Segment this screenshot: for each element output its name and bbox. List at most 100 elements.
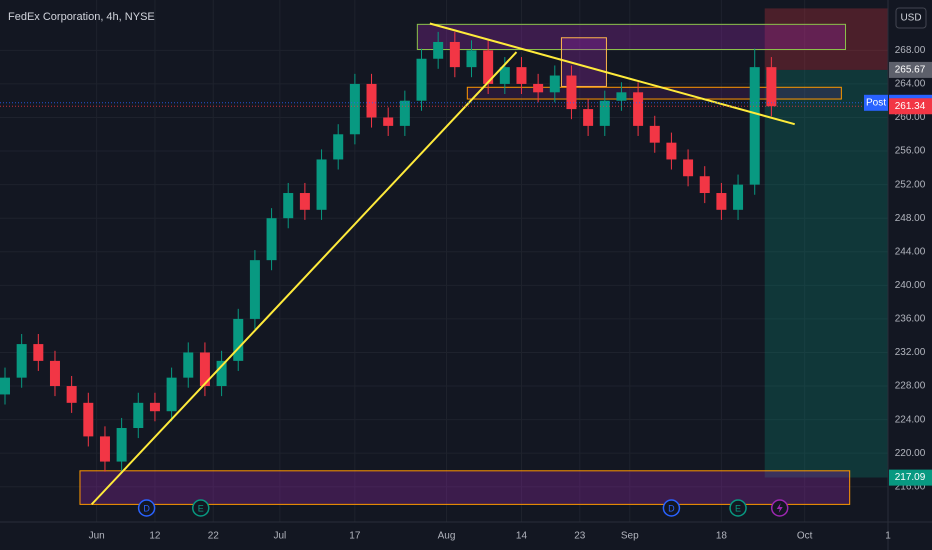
x-tick-label: Sep [621, 531, 639, 542]
candle-body [366, 83, 377, 118]
candle-body [749, 67, 760, 185]
price-badge [889, 469, 932, 486]
currency[interactable]: USD [900, 13, 921, 24]
y-tick-label: 240.00 [895, 280, 926, 291]
candle-body [499, 67, 510, 84]
candle-body [516, 67, 527, 84]
price-tag-label: Post [866, 97, 886, 108]
x-tick-label: Oct [797, 531, 813, 542]
candle-body [249, 260, 260, 319]
candle-body [299, 193, 310, 210]
y-tick-label: 224.00 [895, 414, 926, 425]
candle-body [716, 193, 727, 210]
price-badge [889, 61, 932, 78]
candle-body [33, 344, 44, 361]
x-tick-label: 12 [149, 531, 161, 542]
event-marker [729, 499, 747, 517]
candle-body [416, 58, 427, 101]
y-tick-label: 248.00 [895, 213, 926, 224]
event-marker [192, 499, 210, 517]
zone [466, 86, 842, 100]
y-tick-label: 232.00 [895, 347, 926, 358]
event-label: E [735, 503, 741, 513]
x-tick-label: Aug [438, 531, 456, 542]
candle-body [449, 41, 460, 68]
y-tick-label: 264.00 [895, 79, 926, 90]
candle-body [599, 100, 610, 126]
candle-body [683, 159, 694, 177]
candle-body [49, 360, 60, 387]
x-tick-label: 14 [516, 531, 528, 542]
x-tick-label: Jun [89, 531, 105, 542]
price-badge-label: 217.09 [895, 472, 926, 483]
candle-body [183, 352, 194, 378]
candle-body [433, 41, 444, 59]
candle-body [83, 402, 94, 437]
candle-body [566, 75, 577, 110]
candle-body [616, 92, 627, 101]
candle-body [549, 75, 560, 93]
candle-body [649, 125, 660, 143]
zone [416, 23, 847, 51]
event-label: D [668, 503, 675, 513]
event-marker [662, 499, 681, 517]
candle-body [266, 218, 277, 261]
trendline [90, 51, 518, 506]
candle-body [216, 360, 227, 387]
y-tick-label: 260.00 [895, 112, 926, 123]
candle-body [333, 134, 344, 160]
y-tick-label: 268.00 [895, 45, 926, 56]
event-label: D [143, 503, 150, 513]
y-tick-label: 252.00 [895, 179, 926, 190]
candle-body [116, 428, 127, 462]
candle-body [349, 83, 360, 135]
x-tick-label: 23 [574, 531, 586, 542]
candle-body [483, 50, 494, 84]
candle-body [733, 184, 744, 210]
zone [79, 470, 851, 505]
y-tick-label: 256.00 [895, 146, 926, 157]
candle-body [583, 109, 594, 126]
candle-body [233, 318, 244, 361]
candle-body [699, 176, 710, 194]
candle-body [99, 436, 110, 462]
candle-body [0, 377, 10, 395]
y-tick-label: 220.00 [895, 448, 926, 459]
candle-body [16, 344, 27, 378]
chart-title: FedEx Corporation, 4h, NYSE [8, 11, 155, 23]
candle-body [666, 142, 677, 160]
price-badge-label: 261.34 [895, 101, 926, 112]
candle-body [283, 193, 294, 219]
price-badge [889, 98, 932, 115]
grid [0, 0, 888, 522]
event-label: E [198, 503, 204, 513]
candle-body [133, 402, 144, 429]
candle-body [316, 159, 327, 210]
x-tick-label: 22 [208, 531, 220, 542]
candle-body [66, 386, 77, 403]
y-tick-label: 244.00 [895, 246, 926, 257]
x-tick-label: 17 [349, 531, 361, 542]
trendline [429, 22, 795, 126]
x-tick-label: 1 [885, 531, 891, 542]
y-tick-label: 216.00 [895, 481, 926, 492]
candle-body [149, 402, 160, 412]
zone [764, 69, 888, 478]
candle-body [399, 100, 410, 126]
x-tick-label: 18 [716, 531, 728, 542]
candle-body [766, 67, 777, 107]
x-tick-label: Jul [273, 531, 286, 542]
price-badge-label: 265.67 [895, 65, 926, 76]
y-tick-label: 228.00 [895, 381, 926, 392]
y-tick-label: 236.00 [895, 314, 926, 325]
candle-body [633, 92, 644, 126]
event-marker [137, 499, 156, 517]
currency-box[interactable] [895, 7, 927, 29]
candle-body [166, 377, 177, 412]
candle-body [533, 83, 544, 93]
zone [764, 8, 888, 70]
candle-body [199, 352, 210, 387]
price-tag [864, 94, 888, 111]
